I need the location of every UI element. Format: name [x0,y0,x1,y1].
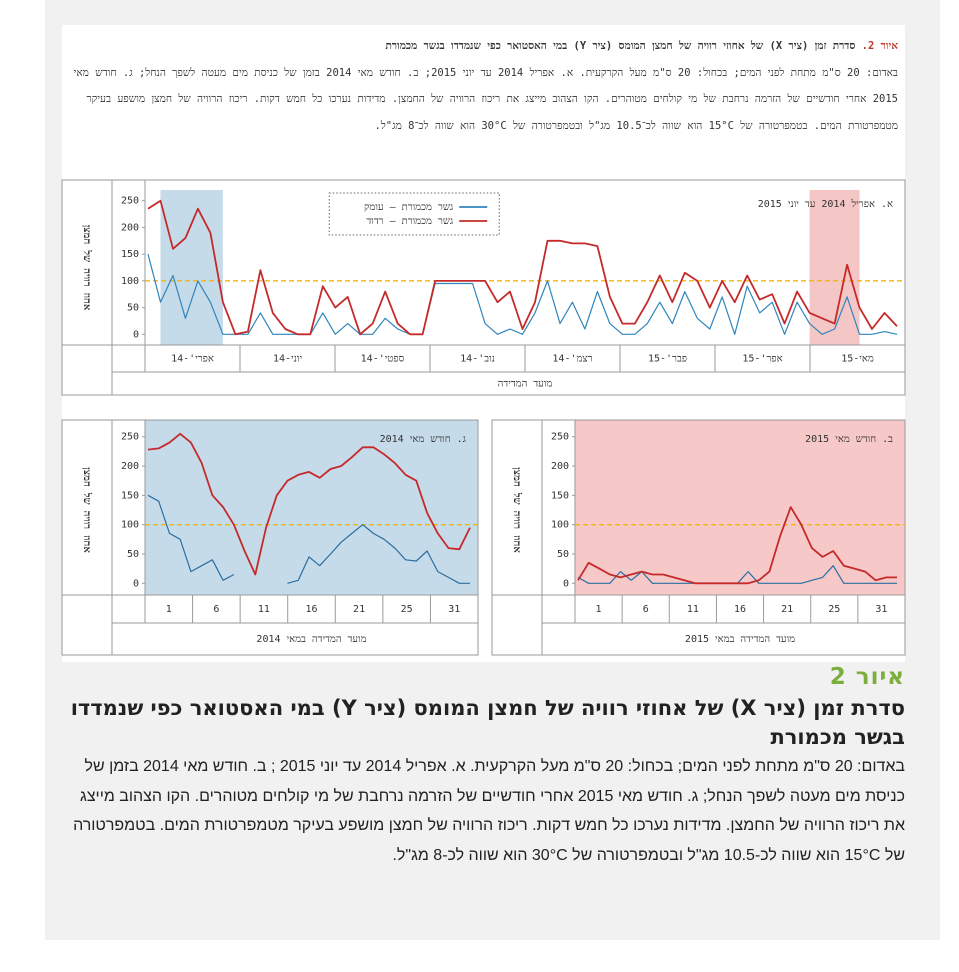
x-tick-label: 25 [401,604,413,615]
x-tick-label: אפר'-15 [742,354,782,365]
caption-label: איור 2 [829,664,905,690]
y-tick-label: 150 [551,490,569,501]
y-tick-label: 0 [133,329,139,340]
y-tick-label: 0 [133,578,139,589]
x-tick-label: 11 [258,604,270,615]
y-tick-label: 200 [121,461,139,472]
caption-title: סדרת זמן (ציר X) של אחוזי רוויה של חמצן … [70,696,905,749]
chart-frame [61,179,906,396]
x-tick-label: 1 [596,604,602,615]
chart-frame [491,419,906,656]
x-axis-title: מועד המדידה במאי 2015 [685,634,795,645]
y-tick-label: 50 [557,549,569,560]
chart-frame [61,419,479,656]
figure-header: איור 2. סדרת זמן (ציר X) של אחוזי רוויה … [72,33,898,139]
x-tick-label: 21 [353,604,365,615]
x-tick-label: 6 [213,604,219,615]
x-tick-label: 1 [166,604,172,615]
caption-text: באדום: 20 ס"מ מתחת לפני המים; בכחול: 20 … [73,758,905,864]
caption: איור 2 סדרת זמן (ציר X) של אחוזי רוויה ש… [62,662,905,870]
charts: אחוז רוויה של חמצן050100150200250אפרי'-1… [61,179,906,656]
x-tick-label: פבר'-15 [648,354,687,365]
legend-label: גשר מכמורת – רדוד [366,216,453,227]
y-tick-label: 150 [121,490,139,501]
shaded-range [809,190,860,345]
y-tick-label: 150 [121,249,139,260]
series-line [147,494,470,584]
x-tick-label: ספטי'-14 [361,354,405,365]
x-tick-label: 16 [734,604,746,615]
chart-title: א. אפריל 2014 עד יוני 2015 [758,198,893,210]
chart-title: ב. חודש מאי 2015 [805,434,893,445]
figure-title: סדרת זמן (ציר X) של אחוזי רוויה של חמצן … [385,40,856,52]
x-axis-title: מועד המדידה [498,379,553,390]
y-tick-label: 250 [551,432,569,443]
x-axis-title: מועד המדידה במאי 2014 [256,634,366,645]
y-tick-label: 50 [127,303,139,314]
x-tick-label: יוני-14 [273,354,303,365]
y-axis-title: אחוז רוויה של חמצן [511,467,523,553]
y-tick-label: 100 [121,276,139,287]
figure-label: איור 2. [861,40,898,52]
series-line [147,432,471,576]
x-tick-label: 31 [875,604,887,615]
plot-background [575,420,905,595]
x-tick-label: נוב'-14 [460,354,495,365]
y-tick-label: 0 [563,578,569,589]
y-tick-label: 100 [551,520,569,531]
series-line [147,253,898,335]
x-tick-label: 21 [781,604,793,615]
y-tick-label: 250 [121,432,139,443]
y-tick-label: 100 [121,520,139,531]
x-tick-label: 25 [828,604,840,615]
y-axis-title: אחוז רוויה של חמצן [81,225,93,311]
series-line [147,199,898,336]
y-tick-label: 250 [121,196,139,207]
x-tick-label: 6 [643,604,649,615]
x-tick-label: 16 [305,604,317,615]
x-tick-label: 11 [687,604,699,615]
x-tick-label: מאי-15 [841,354,874,365]
x-tick-label: רצמ'-14 [552,354,592,365]
legend-box [328,192,500,236]
figure-text: באדום: 20 ס"מ מתחת לפני המים; בכחול: 20 … [73,66,898,132]
x-tick-label: אפרי'-14 [171,354,214,365]
y-tick-label: 50 [127,549,139,560]
series-line [577,506,897,585]
shaded-range [160,190,223,345]
chart-title: ג. חודש מאי 2014 [380,434,466,445]
y-tick-label: 200 [551,461,569,472]
legend-label: גשר מכמורת – עומק [364,202,453,213]
y-tick-label: 200 [121,222,139,233]
x-tick-label: 31 [448,604,460,615]
y-axis-title: אחוז רוויה של חמצן [81,467,93,553]
